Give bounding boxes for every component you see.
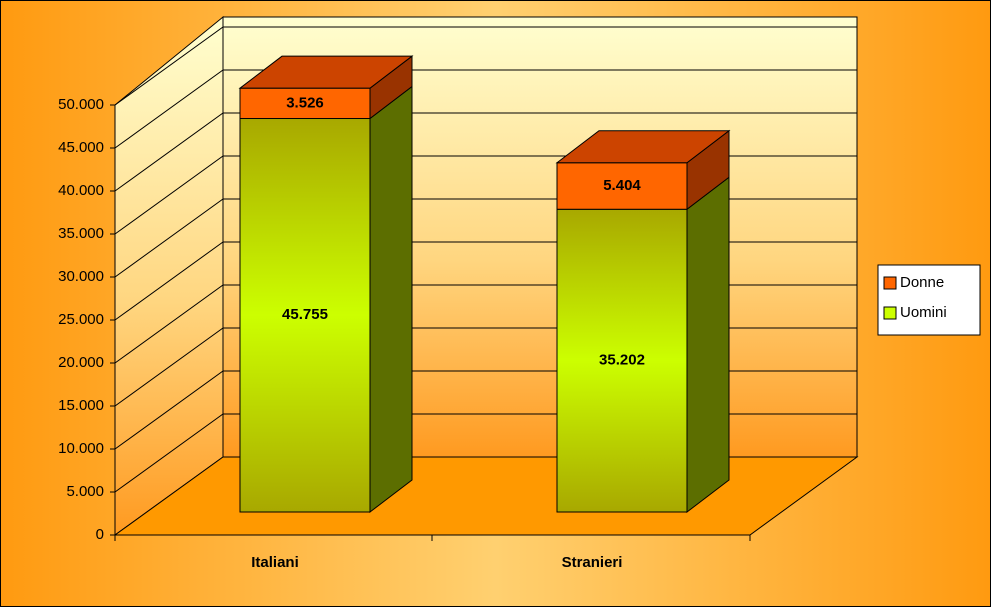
y-tick-label: 0 [96,526,104,543]
bar [556,208,688,513]
legend-label: Donne [900,274,944,291]
grid-line [114,26,857,106]
data-label: 35.202 [599,352,645,369]
legend-label: Uomini [900,304,947,321]
bar-side [686,176,730,514]
floor [113,456,859,536]
y-tick-label: 45.000 [58,139,104,156]
x-tick-label: Italiani [251,554,299,571]
y-tick-label: 25.000 [58,311,104,328]
y-tick-label: 40.000 [58,182,104,199]
y-tick-label: 30.000 [58,268,104,285]
y-tick-label: 5.000 [66,483,104,500]
grid-line [114,112,857,192]
bar [239,118,371,513]
y-tick-label: 15.000 [58,397,104,414]
legend-swatch [883,306,897,320]
bar [239,87,371,120]
bar-top [555,130,731,164]
legend-swatch [883,276,897,290]
x-tick-label: Stranieri [562,554,623,571]
bar [556,162,688,210]
y-tick-label: 50.000 [58,96,104,113]
data-label: 3.526 [286,94,324,111]
bar-top [238,55,414,89]
data-label: 45.755 [282,306,328,323]
grid-line [114,69,857,149]
y-tick-label: 10.000 [58,440,104,457]
data-label: 5.404 [603,177,641,194]
side-wall [114,15,224,536]
y-tick-label: 35.000 [58,225,104,242]
y-tick-label: 20.000 [58,354,104,371]
bar-side [369,85,413,514]
